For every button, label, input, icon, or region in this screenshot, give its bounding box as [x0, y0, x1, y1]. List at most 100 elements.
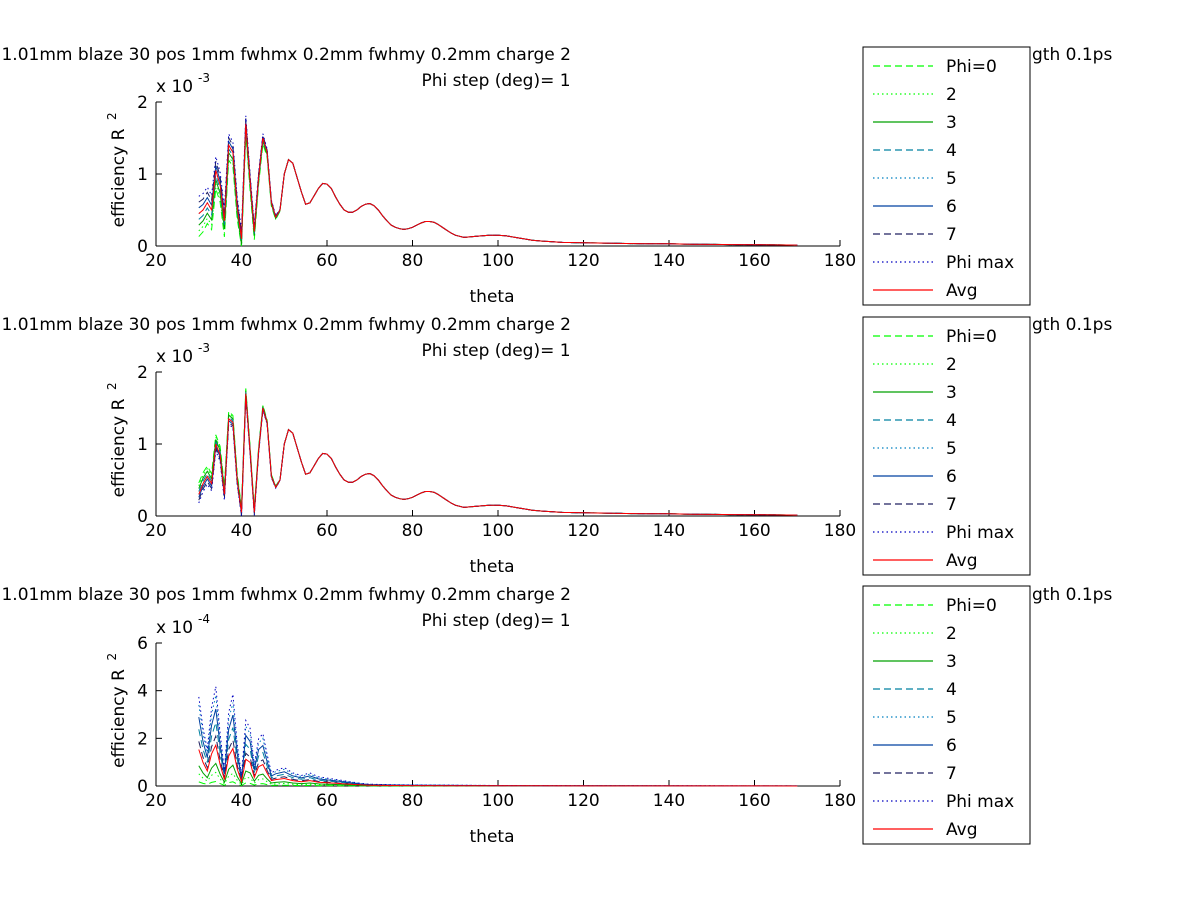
series-lines	[198, 388, 798, 517]
chart-subtitle: Phi step (deg)= 1	[421, 341, 570, 361]
x-tick-label: 100	[482, 791, 514, 811]
chart-title-tail: gth 0.1ps	[1032, 45, 1112, 65]
series-line-6	[198, 734, 798, 787]
legend-label: 2	[946, 624, 957, 644]
y-axis-label: efficiency R	[109, 398, 129, 497]
y-tick-label: 2	[137, 93, 148, 113]
y-axis-label-group: efficiency R 2	[105, 112, 129, 227]
x-tick-label: 140	[653, 791, 685, 811]
chart-subtitle: Phi step (deg)= 1	[421, 71, 570, 91]
y-tick-label: 4	[137, 682, 148, 702]
x-tick-label: 20	[145, 251, 167, 271]
y-axis-label: efficiency R	[109, 128, 129, 227]
legend-label: Avg	[946, 281, 978, 301]
legend-label: Phi=0	[946, 327, 997, 347]
x-tick-label: 120	[567, 251, 599, 271]
legend-label: Phi max	[946, 253, 1014, 273]
x-tick-label: 160	[738, 791, 770, 811]
x-tick-label: 40	[231, 521, 253, 541]
axis-exponent-power: -4	[198, 612, 210, 626]
legend-box	[862, 585, 1031, 845]
chart-title: ET gperiod 1.49mm gwidth 1.01mm blaze 30…	[0, 585, 571, 605]
axis-exponent-power: -3	[198, 341, 210, 355]
x-tick-label: 20	[145, 791, 167, 811]
series-line-3	[198, 392, 798, 516]
legend-label: 6	[946, 197, 957, 217]
x-tick-label: 100	[482, 251, 514, 271]
chart-subtitle: Phi step (deg)= 1	[421, 611, 570, 631]
legend-label: Phi max	[946, 792, 1014, 812]
y-axis-label: efficiency R	[109, 669, 129, 768]
axis-exponent: x 10	[156, 618, 193, 638]
y-tick-label: 2	[137, 363, 148, 383]
legend-label: 3	[946, 113, 957, 133]
legend-label: 4	[946, 680, 957, 700]
series-lines	[198, 686, 798, 787]
legend-label: 4	[946, 411, 957, 431]
y-tick-label: 0	[137, 237, 148, 257]
series-line-8	[198, 393, 798, 516]
y-tick-label: 0	[137, 507, 148, 527]
series-line-1	[198, 771, 798, 787]
series-line-7	[198, 115, 798, 246]
y-tick-label: 1	[137, 435, 148, 455]
legend-label: 3	[946, 652, 957, 672]
y-axis-label-sup: 2	[105, 653, 119, 661]
x-tick-label: 160	[738, 251, 770, 271]
x-tick-label: 60	[316, 791, 338, 811]
series-line-7	[198, 397, 798, 517]
legend-label: 7	[946, 225, 957, 245]
x-tick-label: 180	[824, 251, 856, 271]
x-tick-label: 140	[653, 251, 685, 271]
legend-label: 2	[946, 355, 957, 375]
legend-label: 7	[946, 495, 957, 515]
axis-exponent-power: -3	[198, 71, 210, 85]
series-line-5	[198, 120, 798, 246]
legend-label: Phi=0	[946, 596, 997, 616]
chart-panel-3: ET gperiod 1.49mm gwidth 1.01mm blaze 30…	[0, 585, 1112, 847]
x-tick-label: 180	[824, 521, 856, 541]
x-axis-label: theta	[470, 287, 515, 307]
legend: Phi=0 2 3 4 5 6 7 Phi max Avg	[862, 46, 1031, 306]
legend: Phi=0 2 3 4 5 6 7 Phi max Avg	[862, 316, 1031, 576]
chart-panel-2: ET gperiod 1.49mm gwidth 1.01mm blaze 30…	[0, 315, 1112, 577]
x-tick-label: 60	[316, 251, 338, 271]
legend-label: 6	[946, 736, 957, 756]
y-axis-label-sup: 2	[105, 382, 119, 390]
series-line-5	[198, 708, 798, 787]
legend-label: 5	[946, 439, 957, 459]
legend-label: Phi=0	[946, 57, 997, 77]
x-tick-label: 140	[653, 521, 685, 541]
legend-label: 2	[946, 85, 957, 105]
x-tick-label: 80	[402, 251, 424, 271]
chart-panel-1: CET gperiod 1.49mm gwidth 1.01mm blaze 3…	[0, 45, 1112, 307]
x-tick-label: 180	[824, 791, 856, 811]
x-tick-label: 100	[482, 521, 514, 541]
legend-box	[862, 46, 1031, 306]
chart-title-tail: gth 0.1ps	[1032, 585, 1112, 605]
series-line-7	[198, 686, 798, 787]
y-axis-label-sup: 2	[105, 112, 119, 120]
legend-label: 6	[946, 467, 957, 487]
x-axis-label: theta	[470, 557, 515, 577]
chart-title-tail: gth 0.1ps	[1032, 315, 1112, 335]
series-line-1	[198, 131, 798, 247]
legend-label: Avg	[946, 820, 978, 840]
series-line-6	[198, 118, 798, 246]
x-tick-label: 40	[231, 791, 253, 811]
series-line-6	[198, 396, 798, 516]
x-tick-label: 80	[402, 521, 424, 541]
axis-exponent: x 10	[156, 77, 193, 97]
y-tick-label: 6	[137, 634, 148, 654]
x-tick-label: 120	[567, 791, 599, 811]
series-line-5	[198, 394, 798, 516]
series-line-4	[198, 695, 798, 787]
x-tick-label: 20	[145, 521, 167, 541]
x-tick-label: 160	[738, 521, 770, 541]
legend-label: Avg	[946, 551, 978, 571]
legend-label: 4	[946, 141, 957, 161]
axis-exponent: x 10	[156, 347, 193, 367]
chart-title: ET gperiod 1.49mm gwidth 1.01mm blaze 30…	[0, 315, 571, 335]
x-tick-label: 40	[231, 251, 253, 271]
